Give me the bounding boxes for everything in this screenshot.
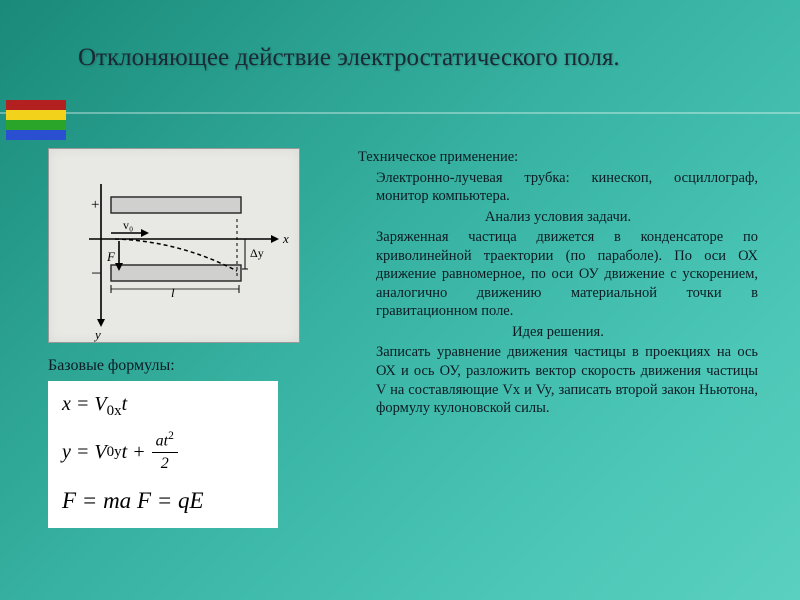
plate-minus: − bbox=[91, 263, 101, 283]
bar-red bbox=[6, 100, 66, 110]
text-idea-body: Записать уравнение движения частицы в пр… bbox=[358, 343, 758, 417]
y-axis-label: y bbox=[93, 327, 101, 342]
bar-green bbox=[6, 120, 66, 130]
formula-caption: Базовые формулы: bbox=[48, 357, 328, 375]
text-app-heading: Техническое применение: bbox=[358, 148, 758, 167]
l-label: l bbox=[171, 285, 175, 300]
diagram-svg: + − v₀ F Δy l x y bbox=[49, 149, 301, 344]
bar-yellow bbox=[6, 110, 66, 120]
formula-box: x = V0xt y = V0yt + at2 2 F = ma F = qE bbox=[48, 381, 278, 528]
x-axis-label: x bbox=[282, 231, 289, 246]
text-analysis-heading: Анализ условия задачи. bbox=[358, 208, 758, 227]
accent-color-bars bbox=[6, 100, 66, 140]
title-underline bbox=[0, 112, 800, 114]
text-app-body: Электронно-лучевая трубка: кинескоп, осц… bbox=[358, 169, 758, 206]
text-analysis-body: Заряженная частица движется в конденсато… bbox=[358, 228, 758, 321]
dy-label: Δy bbox=[250, 246, 264, 260]
formula-x: x = V0xt bbox=[62, 391, 266, 421]
slide-title-block: Отклоняющее действие электростатического… bbox=[78, 42, 718, 73]
v0-label: v₀ bbox=[123, 218, 133, 232]
force-label: F bbox=[106, 249, 116, 264]
bar-blue bbox=[6, 130, 66, 140]
right-column: Техническое применение: Электронно-лучев… bbox=[358, 148, 758, 420]
slide-title: Отклоняющее действие электростатического… bbox=[78, 42, 718, 73]
text-idea-heading: Идея решения. bbox=[358, 323, 758, 342]
capacitor-diagram: + − v₀ F Δy l x y bbox=[48, 148, 300, 343]
formula-y: y = V0yt + at2 2 bbox=[62, 429, 266, 475]
formula-force: F = ma F = qE bbox=[62, 485, 266, 516]
plate-plus: + bbox=[91, 197, 99, 213]
left-column: + − v₀ F Δy l x y bbox=[48, 148, 328, 528]
